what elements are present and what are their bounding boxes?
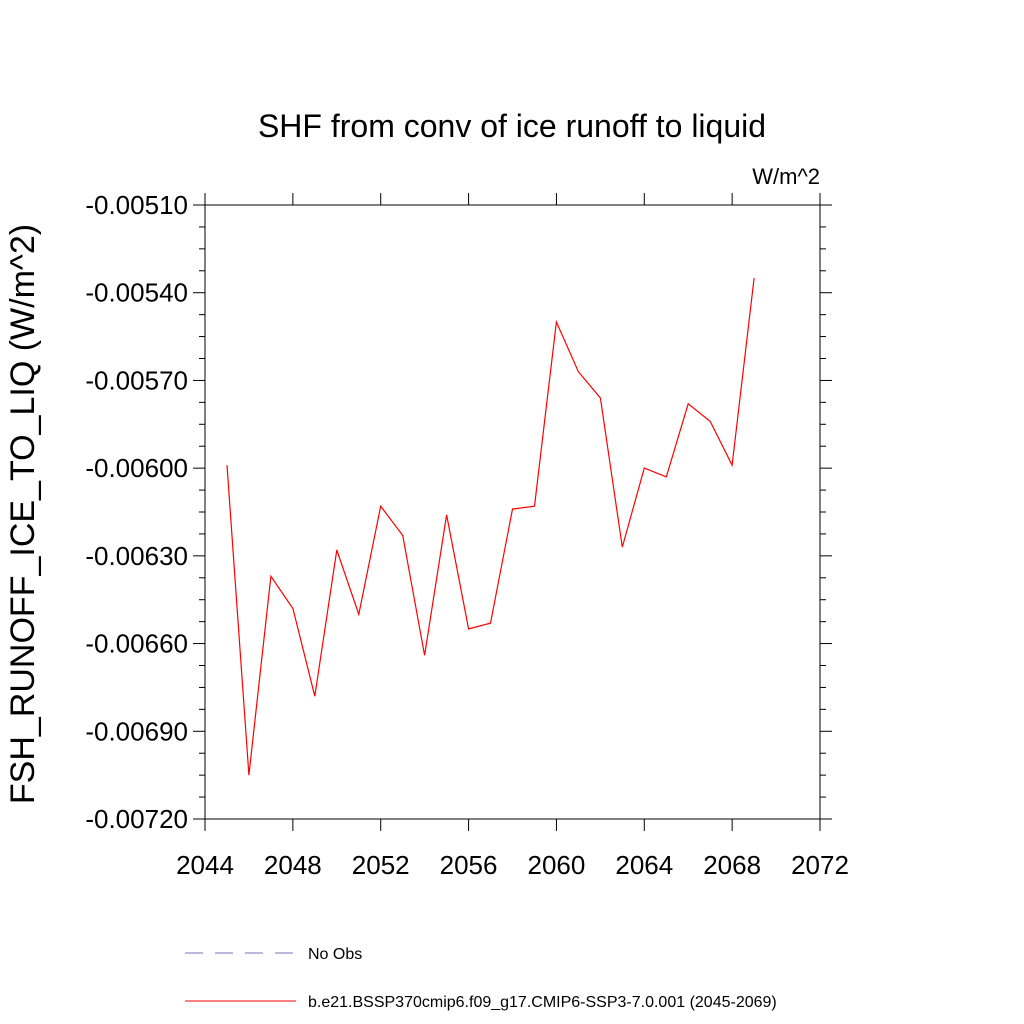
units-label: W/m^2	[752, 164, 820, 189]
x-tick-label: 2056	[440, 850, 498, 880]
series-layer	[226, 278, 755, 776]
legend-label: No Obs	[308, 946, 362, 963]
y-tick-label: -0.00600	[85, 453, 188, 483]
axis-ticks	[193, 193, 832, 831]
legend-label: b.e21.BSSP370cmip6.f09_g17.CMIP6-SSP3-7.…	[308, 994, 777, 1011]
tick-labels: 2044 2048 2052 2056 2060 2064 2068 2072 -0.00510…	[85, 190, 849, 880]
x-tick-label: 2064	[615, 850, 673, 880]
y-tick-label: -0.00540	[85, 278, 188, 308]
series-line	[226, 278, 755, 776]
y-tick-label: -0.00690	[85, 716, 188, 746]
x-tick-label: 2052	[352, 850, 410, 880]
y-tick-label: -0.00720	[85, 804, 188, 834]
y-tick-label: -0.00570	[85, 365, 188, 395]
x-tick-label: 2048	[264, 850, 322, 880]
y-tick-label: -0.00660	[85, 629, 188, 659]
x-tick-label: 2072	[791, 850, 849, 880]
x-tick-label: 2060	[528, 850, 586, 880]
chart-title: SHF from conv of ice runoff to liquid	[258, 108, 766, 144]
y-tick-label: -0.00510	[85, 190, 188, 220]
y-axis-label: FSH_RUNOFF_ICE_TO_LIQ (W/m^2)	[4, 224, 42, 804]
y-tick-label: -0.00630	[85, 541, 188, 571]
legend: No Obs b.e21.BSSP370cmip6.f09_g17.CMIP6-S…	[185, 946, 777, 1011]
x-tick-label: 2044	[176, 850, 234, 880]
plot-frame	[204, 204, 821, 820]
x-tick-label: 2068	[703, 850, 761, 880]
